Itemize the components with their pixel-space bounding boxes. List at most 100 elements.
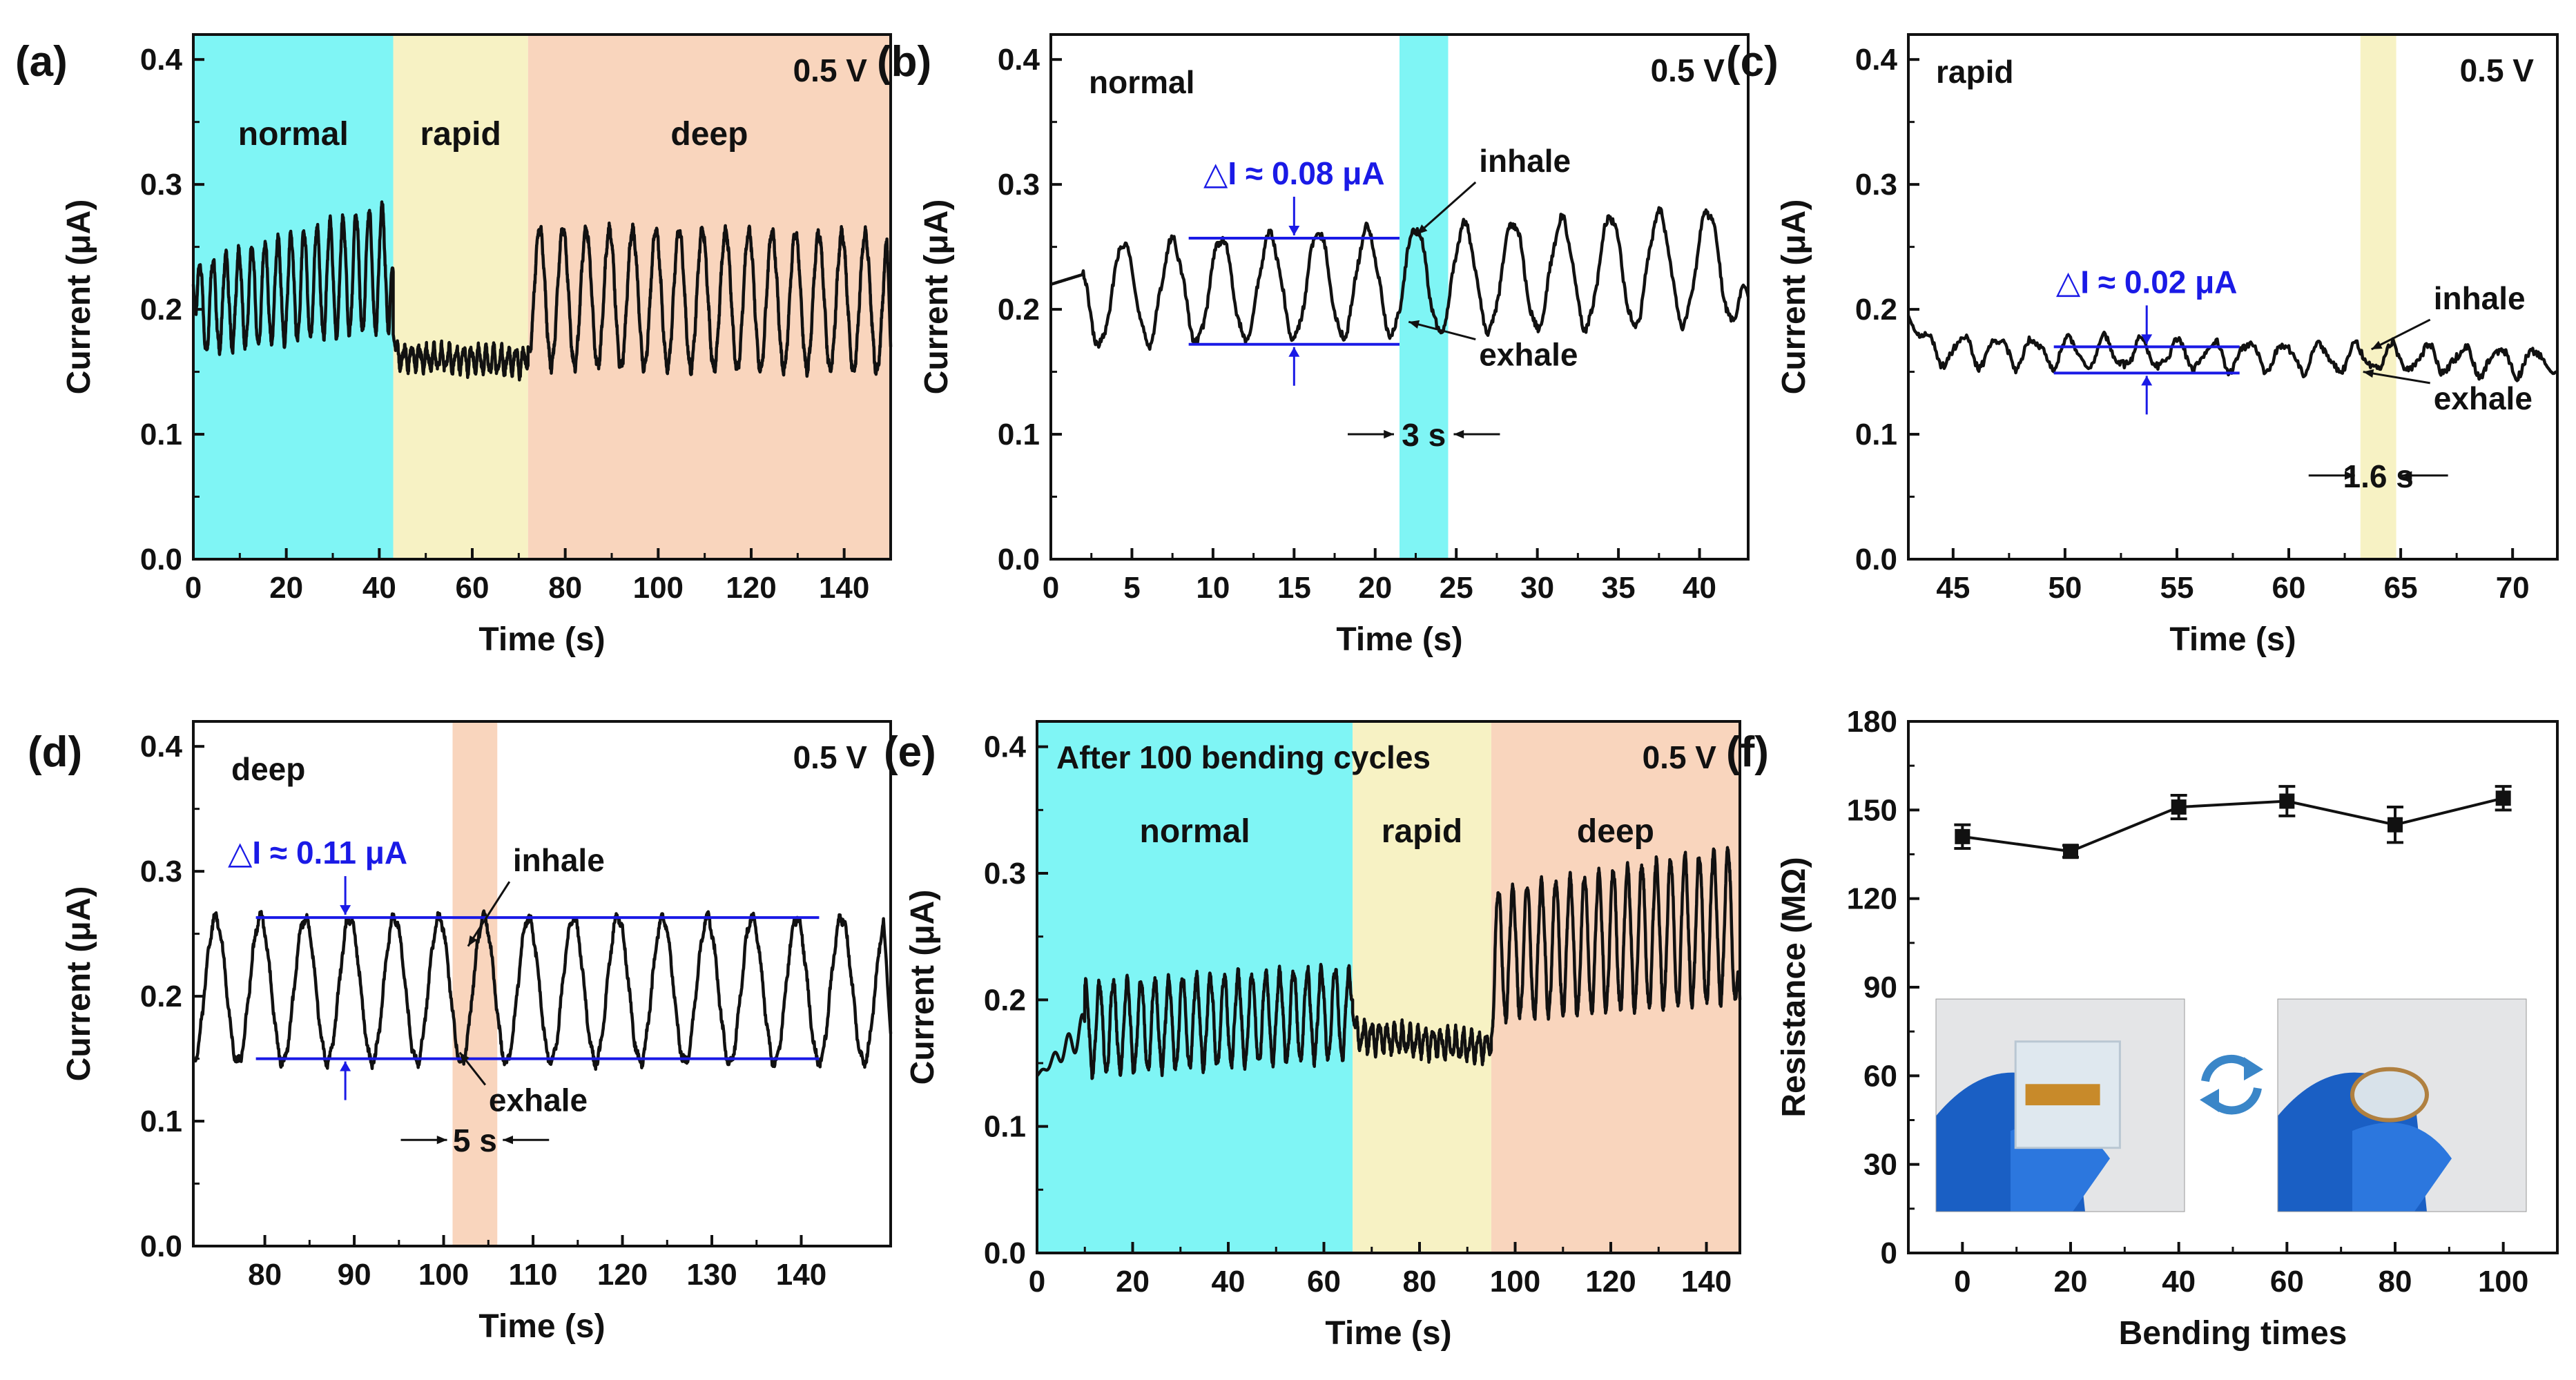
x-tick-label: 0 xyxy=(1029,1265,1045,1299)
panel-label: (b) xyxy=(877,38,931,86)
y-tick-label: 0.1 xyxy=(984,1110,1026,1144)
x-tick-label: 20 xyxy=(269,571,303,605)
current-trace xyxy=(1036,846,1742,1080)
y-axis-label: Current (μA) xyxy=(61,200,97,395)
y-tick-label: 0.0 xyxy=(984,1236,1026,1270)
delta-arrow-bottom-head xyxy=(2141,376,2153,386)
chart-title: After 100 bending cycles xyxy=(1056,739,1431,775)
x-tick-label: 20 xyxy=(1116,1265,1150,1299)
plot-frame xyxy=(192,720,892,1247)
y-tick-label: 120 xyxy=(1847,882,1897,916)
x-axis-label: Bending times xyxy=(2119,1315,2347,1352)
x-tick-label: 80 xyxy=(248,1258,282,1292)
x-tick-label: 120 xyxy=(597,1258,648,1292)
region-label: rapid xyxy=(1382,813,1462,850)
region-label: deep xyxy=(1577,813,1654,850)
mode-label: deep xyxy=(231,751,305,787)
x-tick-label: 0 xyxy=(1043,571,1059,605)
x-tick-label: 0 xyxy=(1954,1265,1970,1299)
x-axis-label: Time (s) xyxy=(1336,621,1462,658)
plot-frame xyxy=(192,33,892,561)
exhale-arrow-head xyxy=(1408,320,1420,329)
voltage-label: 0.5 V xyxy=(793,52,868,88)
resistance-line xyxy=(1962,797,2504,853)
x-tick-label: 60 xyxy=(2270,1265,2304,1299)
y-tick-label: 0.0 xyxy=(140,543,182,576)
period-arrow-left-head xyxy=(2345,471,2355,480)
x-tick-label: 80 xyxy=(548,571,582,605)
y-tick-label: 0.0 xyxy=(140,1230,182,1263)
inhale-label: inhale xyxy=(1479,143,1571,179)
y-axis-label: Resistance (MΩ) xyxy=(1776,857,1812,1117)
y-tick-label: 30 xyxy=(1863,1148,1897,1182)
voltage-label: 0.5 V xyxy=(793,739,868,775)
panel-a: normal rapid deep 0.5 V 0 20 40 60 80 100 120 140 0.… xyxy=(15,33,893,658)
x-tick-label: 0 xyxy=(185,571,202,605)
x-tick-label: 100 xyxy=(2478,1265,2528,1299)
data-point xyxy=(2063,844,2078,859)
y-tick-label: 0.3 xyxy=(1855,168,1897,202)
period-arrow-right-head xyxy=(1453,429,1464,439)
y-tick-label: 0.1 xyxy=(140,418,182,451)
x-tick-label: 90 xyxy=(338,1258,371,1292)
x-tick-label: 100 xyxy=(1490,1265,1540,1299)
x-tick-label: 40 xyxy=(2162,1265,2196,1299)
y-tick-label: 0.2 xyxy=(140,980,182,1013)
highlight-period xyxy=(1400,35,1449,559)
panel-e: normal rapid deep 0.5 V After 100 bending cy… xyxy=(884,720,1742,1352)
region-rapid xyxy=(393,35,528,559)
plot-frame xyxy=(1049,33,1750,561)
y-tick-label: 0.2 xyxy=(140,293,182,327)
x-tick-label: 110 xyxy=(509,1258,558,1292)
x-tick-label: 70 xyxy=(2496,571,2530,605)
x-tick-label: 40 xyxy=(1212,1265,1246,1299)
y-tick-label: 0.0 xyxy=(998,543,1040,576)
x-tick-label: 60 xyxy=(456,571,490,605)
x-tick-label: 5 xyxy=(1123,571,1140,605)
period-label: 1.6 s xyxy=(2343,458,2414,494)
period-label: 5 s xyxy=(453,1123,497,1158)
y-tick-label: 0.3 xyxy=(140,855,182,888)
y-tick-label: 0 xyxy=(1881,1236,1897,1270)
x-tick-label: 40 xyxy=(1683,571,1716,605)
y-axis-label: Current (μA) xyxy=(61,886,97,1082)
delta-current-label: △I ≈ 0.08 μA xyxy=(1203,155,1385,191)
period-arrow-left-head xyxy=(436,1135,447,1145)
x-axis-label: Time (s) xyxy=(2169,621,2296,658)
panel-label: (d) xyxy=(28,728,82,776)
x-tick-label: 25 xyxy=(1440,571,1473,605)
y-axis-label: Current (μA) xyxy=(918,200,955,395)
exhale-arrow xyxy=(1408,320,1476,340)
photo-bent-sensor xyxy=(2277,998,2527,1212)
inhale-arrow xyxy=(467,881,511,947)
y-tick-label: 0.1 xyxy=(1855,418,1897,451)
panel-c: △I ≈ 0.02 μA 0.5 V rapid inhale exhale 1.6 s 4… xyxy=(1726,33,2559,658)
period-arrow-right-head xyxy=(503,1135,513,1145)
current-trace xyxy=(192,909,893,1071)
y-tick-label: 0.3 xyxy=(998,168,1040,202)
panel-label: (c) xyxy=(1726,38,1779,86)
y-tick-label: 0.4 xyxy=(1855,43,1898,77)
y-tick-label: 0.0 xyxy=(1855,543,1897,576)
data-point xyxy=(1955,828,1970,844)
photo-border xyxy=(1935,998,2185,1212)
y-tick-label: 60 xyxy=(1863,1059,1897,1093)
exhale-label: exhale xyxy=(2434,380,2533,416)
x-axis-label: Time (s) xyxy=(1325,1315,1451,1352)
delta-arrow-top-head xyxy=(1288,225,1300,235)
y-tick-label: 0.4 xyxy=(984,730,1027,764)
inhale-arrow-head xyxy=(2371,340,2383,349)
exhale-arrow-head xyxy=(459,1052,469,1063)
y-tick-label: 0.2 xyxy=(984,983,1026,1017)
delta-arrow-top-head xyxy=(2141,334,2153,344)
mode-label: rapid xyxy=(1936,54,2013,90)
bent-sensor xyxy=(2350,1067,2429,1123)
y-tick-label: 180 xyxy=(1847,705,1897,739)
x-tick-label: 140 xyxy=(776,1258,826,1292)
panel-b: △I ≈ 0.08 μA 0.5 V normal inhale exhale 3 s 0 5… xyxy=(877,33,1750,658)
region-label: deep xyxy=(670,116,748,153)
delta-arrow-top-head xyxy=(340,905,351,915)
exhale-label: exhale xyxy=(1479,337,1578,373)
x-tick-label: 120 xyxy=(1585,1265,1636,1299)
x-tick-label: 130 xyxy=(686,1258,737,1292)
